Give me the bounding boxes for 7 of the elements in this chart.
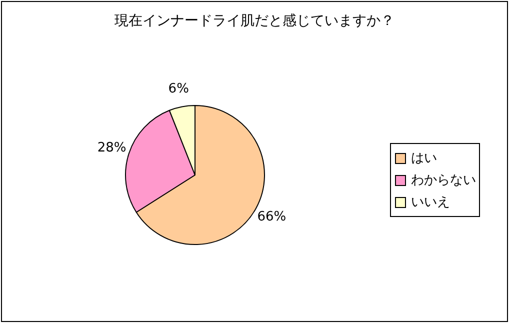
chart-title: 現在インナードライ肌だと感じていますか？: [114, 12, 396, 30]
legend-label: わからない: [411, 172, 476, 189]
data-label: 28%: [97, 140, 126, 156]
legend-label: はい: [411, 150, 437, 167]
data-label: 6%: [168, 81, 189, 96]
legend-label: いいえ: [411, 194, 450, 211]
data-label: 66%: [257, 210, 286, 225]
